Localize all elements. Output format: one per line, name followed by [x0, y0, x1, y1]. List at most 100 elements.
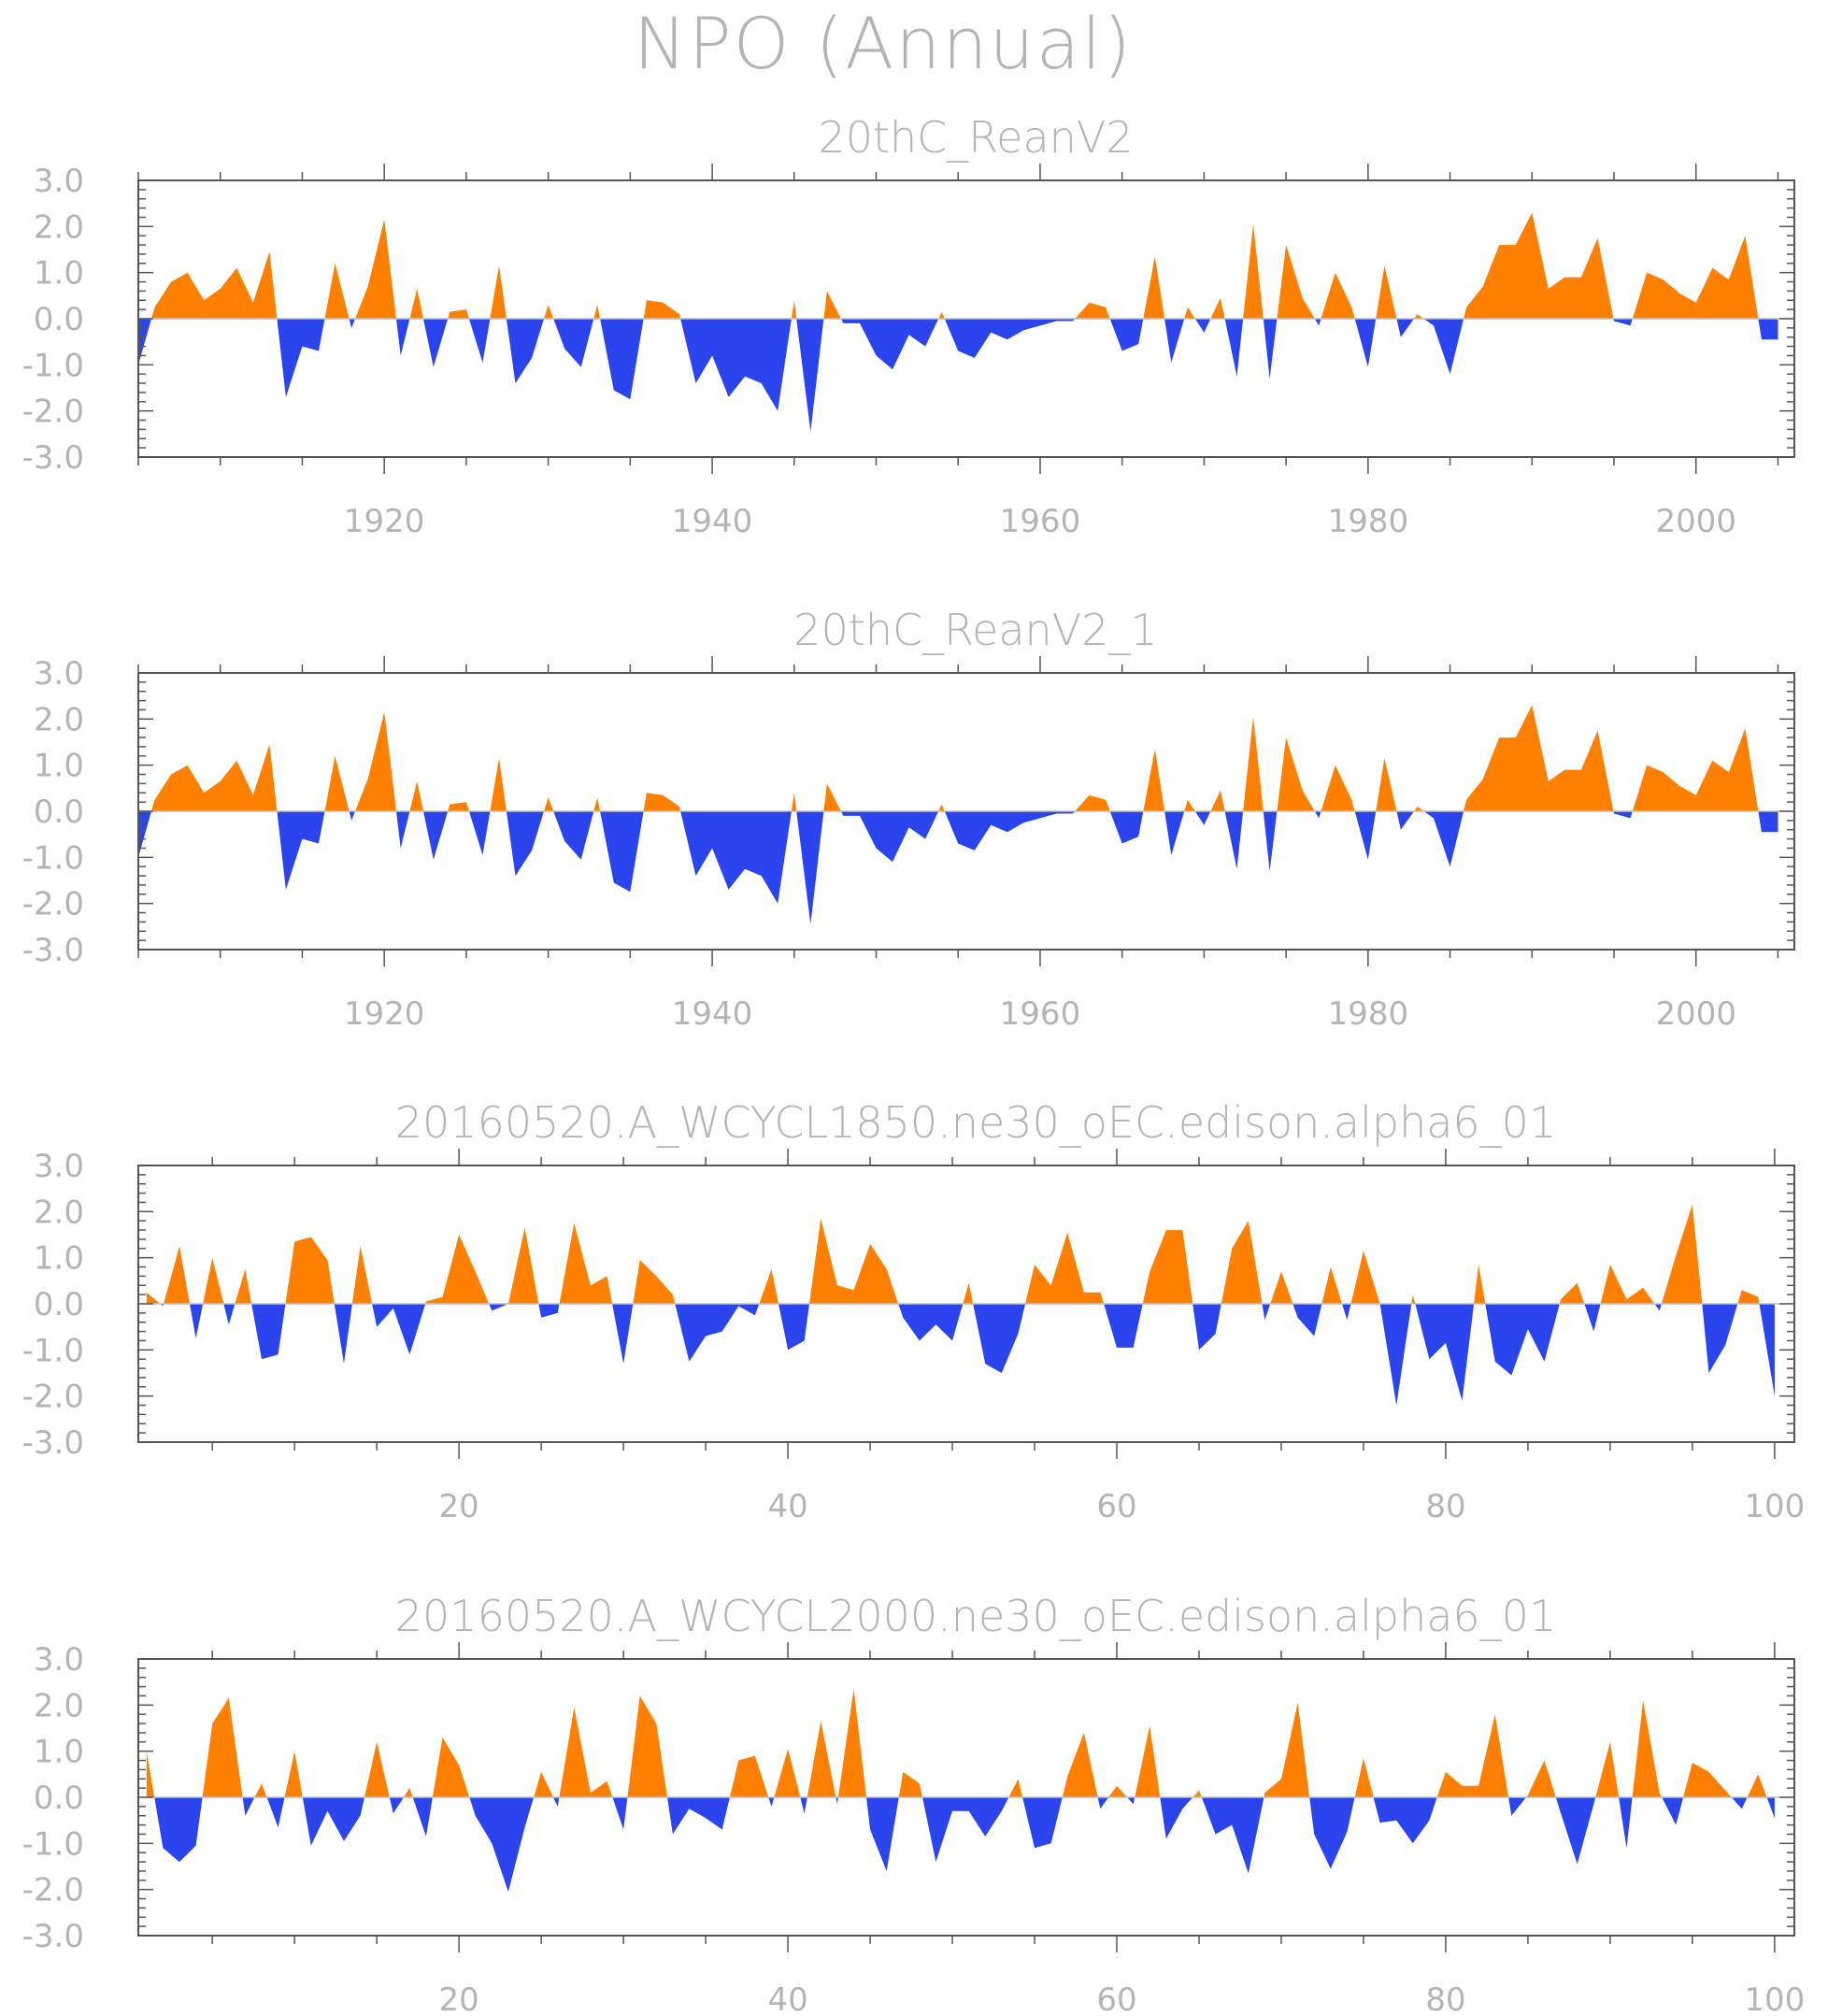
positive-anomaly-area: [403, 1788, 413, 1797]
positive-anomaly-area: [490, 265, 507, 319]
chart-panel-2: 20thC_ReanV2_1 3.0 2.0 1.0 0.0 -1.0 -2.0 -3.0 19…: [22, 605, 1795, 1033]
negative-anomaly-area: [266, 1797, 285, 1828]
y-tick-label: 1.0: [34, 1240, 84, 1278]
positive-anomaly-area: [425, 1235, 490, 1304]
positive-anomaly-area: [1632, 1700, 1663, 1797]
positive-anomaly-area: [355, 219, 396, 319]
negative-anomaly-area: [1127, 1797, 1135, 1805]
negative-anomaly-area: [612, 1797, 628, 1830]
chart-title: 20thC_ReanV2: [818, 112, 1133, 163]
positive-anomaly-area: [593, 305, 601, 319]
negative-anomaly-area: [423, 319, 449, 367]
x-tick-label: 100: [1744, 1981, 1805, 2016]
positive-anomaly-area: [807, 1721, 836, 1797]
positive-anomaly-area: [643, 300, 681, 319]
positive-anomaly-area: [1411, 1294, 1416, 1304]
negative-anomaly-area: [242, 1797, 255, 1816]
positive-anomaly-area: [837, 1689, 866, 1797]
negative-anomaly-area: [1508, 1797, 1526, 1816]
negative-anomaly-area: [1555, 1797, 1596, 1865]
negative-anomaly-area: [1309, 1797, 1355, 1869]
positive-anomaly-area: [1321, 272, 1355, 319]
chart-panel-1: 20thC_ReanV2 3.0 2.0 1.0 0.0 -1.0 -2.0 -3.0 1920…: [22, 112, 1795, 540]
negative-anomaly-area: [277, 811, 325, 890]
negative-anomaly-area: [866, 1797, 899, 1871]
negative-anomaly-area: [277, 319, 325, 397]
negative-anomaly-area: [1584, 1304, 1601, 1332]
positive-anomaly-area: [633, 1260, 676, 1304]
negative-anomaly-area: [778, 1304, 809, 1351]
y-tick-label: -3.0: [22, 1424, 84, 1462]
negative-anomaly-area: [1662, 1797, 1684, 1825]
positive-anomaly-area: [1277, 245, 1315, 319]
positive-anomaly-area: [490, 758, 507, 811]
negative-anomaly-area: [1224, 811, 1244, 869]
positive-anomaly-area: [1143, 749, 1165, 811]
x-tick-label: 20: [439, 1488, 479, 1525]
y-tick-label: -2.0: [22, 886, 84, 923]
positive-anomaly-area: [324, 263, 350, 319]
positive-anomaly-area: [1135, 1725, 1161, 1797]
negative-anomaly-area: [349, 319, 355, 328]
positive-anomaly-area: [1142, 1230, 1193, 1304]
negative-anomaly-area: [553, 319, 594, 367]
negative-anomaly-area: [667, 1797, 730, 1835]
y-tick-label: 3.0: [34, 1641, 84, 1679]
negative-anomaly-area: [1292, 1304, 1322, 1337]
x-tick-label: 1920: [344, 995, 425, 1033]
positive-anomaly-area: [1559, 1282, 1585, 1304]
negative-anomaly-area: [1354, 811, 1377, 860]
negative-anomaly-area: [796, 319, 824, 432]
negative-anomaly-area: [1613, 811, 1633, 819]
x-tick-label: 1960: [1000, 503, 1081, 540]
negative-anomaly-area: [372, 1304, 426, 1355]
positive-anomaly-area: [938, 804, 945, 811]
negative-anomaly-area: [1224, 319, 1244, 377]
positive-anomaly-area: [1210, 297, 1225, 319]
y-tick-label: -3.0: [22, 1918, 84, 1955]
negative-anomaly-area: [944, 319, 1076, 358]
negative-anomaly-area: [423, 811, 449, 860]
negative-anomaly-area: [1097, 1797, 1109, 1809]
chart-panel-3: 20160520.A_WCYCL1850.ne30_oEC.edison.alp…: [22, 1097, 1806, 1525]
positive-anomaly-area: [1075, 794, 1110, 811]
positive-anomaly-area: [791, 300, 797, 319]
x-tick-label: 1940: [672, 995, 753, 1033]
positive-anomaly-area: [559, 1222, 613, 1304]
positive-anomaly-area: [1474, 1265, 1486, 1304]
negative-anomaly-area: [1164, 811, 1185, 855]
x-tick-label: 1980: [1328, 995, 1409, 1033]
positive-anomaly-area: [1321, 1266, 1342, 1304]
positive-anomaly-area: [409, 780, 423, 811]
positive-anomaly-area: [432, 1737, 470, 1797]
negative-anomaly-area: [1194, 811, 1211, 825]
positive-anomaly-area: [1350, 1251, 1380, 1304]
positive-anomaly-area: [507, 1227, 539, 1304]
positive-anomaly-area: [1737, 1290, 1760, 1304]
negative-anomaly-area: [469, 1797, 535, 1893]
negative-anomaly-area: [1314, 811, 1321, 819]
x-tick-label: 1940: [672, 503, 753, 540]
negative-anomaly-area: [538, 1304, 560, 1318]
positive-anomaly-area: [544, 305, 554, 319]
positive-anomaly-area: [1464, 705, 1614, 811]
positive-anomaly-area: [1376, 265, 1397, 319]
x-tick-label: 2000: [1655, 503, 1736, 540]
y-tick-label: 3.0: [34, 1148, 84, 1185]
negative-anomaly-area: [1731, 1797, 1748, 1809]
negative-anomaly-area: [223, 1304, 236, 1325]
negative-anomaly-area: [800, 1797, 807, 1814]
negative-anomaly-area: [1379, 1304, 1412, 1406]
positive-anomaly-area: [1277, 737, 1315, 811]
positive-anomaly-area: [593, 797, 601, 811]
positive-anomaly-area: [254, 1783, 267, 1797]
negative-anomaly-area: [1194, 319, 1211, 333]
negative-anomaly-area: [1654, 1304, 1662, 1311]
negative-anomaly-area: [600, 811, 644, 893]
negative-anomaly-area: [553, 811, 594, 860]
positive-anomaly-area: [1661, 1204, 1703, 1304]
positive-anomaly-area: [1108, 1785, 1127, 1797]
positive-anomaly-area: [809, 1218, 899, 1304]
negative-anomaly-area: [251, 1304, 286, 1360]
positive-anomaly-area: [203, 1257, 224, 1304]
